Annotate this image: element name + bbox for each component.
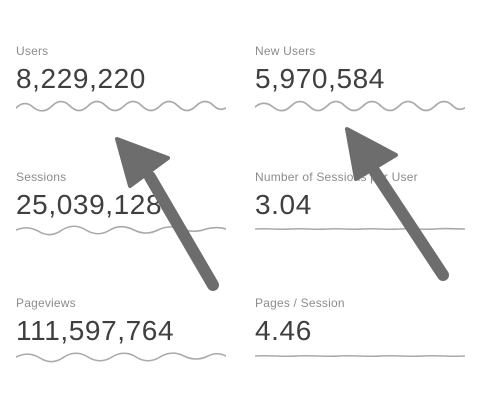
sparkline-sessions	[16, 225, 226, 236]
metric-label-sessions-per-user: Number of Sessions per User	[255, 170, 418, 184]
metric-label-sessions: Sessions	[16, 170, 67, 184]
sparkline-sessions-per-user	[255, 227, 465, 231]
metric-pageviews[interactable]: Pageviews 111,597,764	[16, 296, 226, 386]
metric-new-users[interactable]: New Users 5,970,584	[255, 44, 465, 134]
metric-value-pageviews: 111,597,764	[16, 315, 175, 346]
metric-sessions-per-user[interactable]: Number of Sessions per User 3.04	[255, 170, 465, 260]
metric-value-sessions-per-user: 3.04	[255, 189, 312, 220]
sparkline-new-users	[255, 100, 465, 112]
metric-value-new-users: 5,970,584	[255, 63, 385, 94]
metric-label-pageviews: Pageviews	[16, 296, 76, 310]
sparkline-users	[16, 100, 226, 112]
sparkline-pages-per-session	[255, 354, 465, 358]
sparkline-pageviews	[16, 352, 226, 363]
metric-value-sessions: 25,039,128	[16, 189, 163, 220]
metric-label-new-users: New Users	[255, 44, 316, 58]
metric-value-pages-per-session: 4.46	[255, 315, 312, 346]
metric-value-users: 8,229,220	[16, 63, 146, 94]
metric-pages-per-session[interactable]: Pages / Session 4.46	[255, 296, 465, 386]
metric-sessions[interactable]: Sessions 25,039,128	[16, 170, 226, 260]
metric-label-pages-per-session: Pages / Session	[255, 296, 345, 310]
metric-users[interactable]: Users 8,229,220	[16, 44, 226, 134]
metric-label-users: Users	[16, 44, 49, 58]
